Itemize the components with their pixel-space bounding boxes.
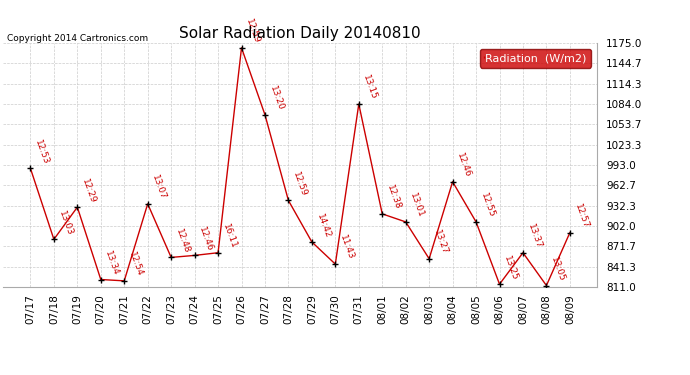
Text: 12:53: 12:53: [33, 138, 50, 166]
Text: 13:07: 13:07: [150, 174, 168, 201]
Text: 14:42: 14:42: [315, 212, 332, 239]
Text: 13:25: 13:25: [502, 254, 520, 281]
Text: 12:29: 12:29: [80, 177, 97, 204]
Text: 12:57: 12:57: [573, 202, 590, 230]
Text: 12:38: 12:38: [385, 184, 402, 211]
Text: 13:37: 13:37: [526, 222, 543, 250]
Text: 12:59: 12:59: [291, 171, 308, 198]
Text: 12:59: 12:59: [244, 18, 262, 45]
Text: 13:03: 13:03: [57, 209, 74, 237]
Title: Solar Radiation Daily 20140810: Solar Radiation Daily 20140810: [179, 26, 421, 40]
Text: 12:54: 12:54: [127, 251, 144, 278]
Text: 16:11: 16:11: [221, 222, 238, 250]
Text: 12:48: 12:48: [174, 228, 191, 255]
Text: 13:15: 13:15: [362, 74, 379, 101]
Text: 13:20: 13:20: [268, 85, 285, 112]
Legend: Radiation  (W/m2): Radiation (W/m2): [480, 49, 591, 68]
Text: 12:46: 12:46: [455, 152, 473, 179]
Text: 11:43: 11:43: [338, 234, 355, 261]
Text: 13:05: 13:05: [549, 255, 566, 283]
Text: Copyright 2014 Cartronics.com: Copyright 2014 Cartronics.com: [7, 34, 148, 43]
Text: 13:27: 13:27: [432, 229, 449, 256]
Text: 12:46: 12:46: [197, 225, 215, 253]
Text: 13:34: 13:34: [104, 249, 121, 277]
Text: 13:01: 13:01: [408, 192, 426, 219]
Text: 12:55: 12:55: [479, 192, 496, 219]
